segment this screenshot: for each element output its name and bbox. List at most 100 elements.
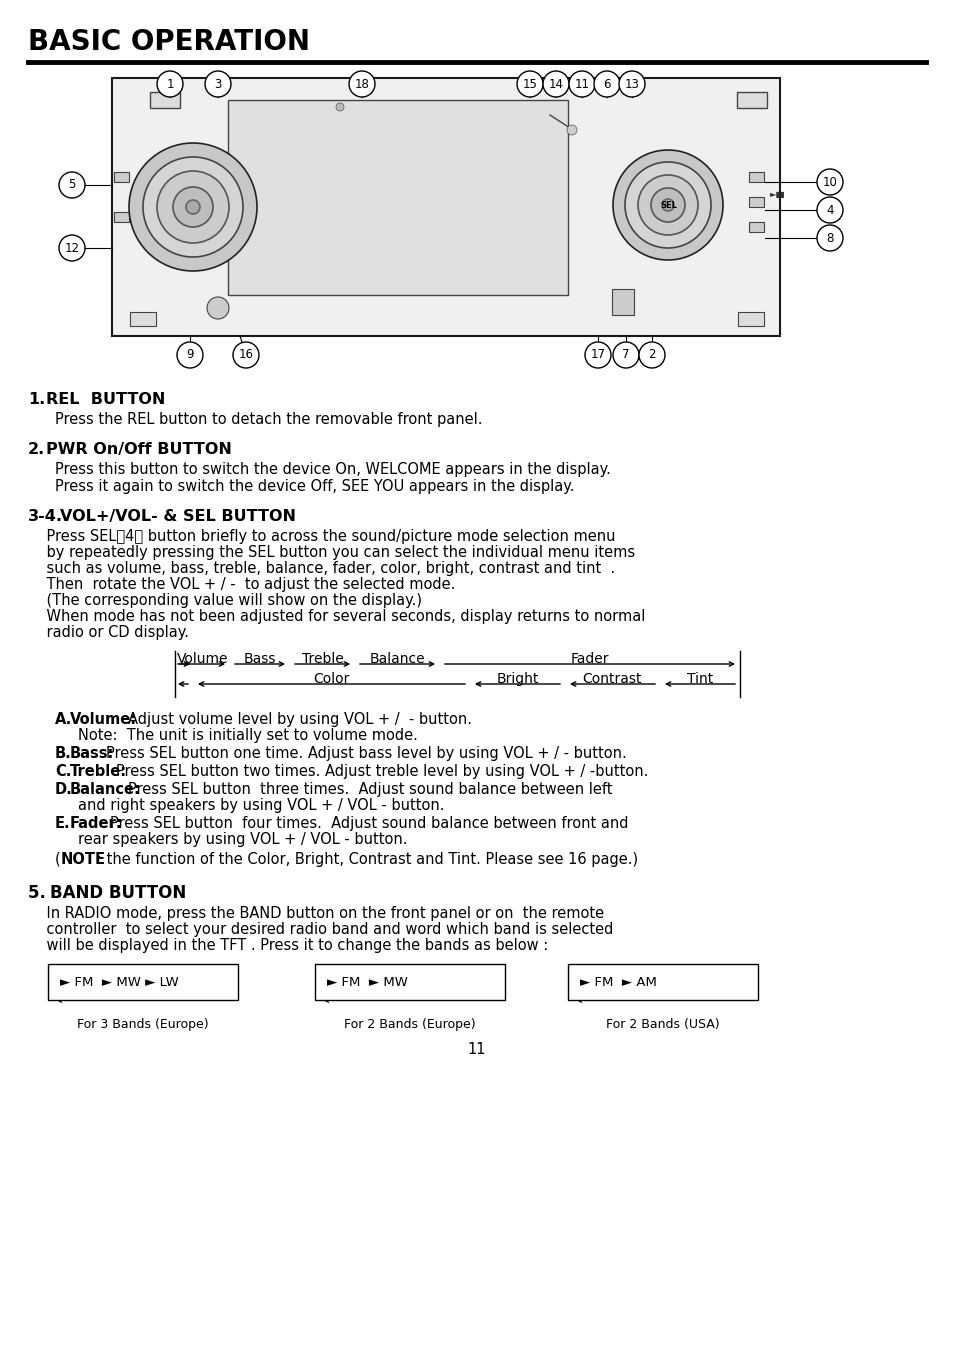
Text: SEL: SEL — [659, 200, 677, 210]
Text: 17: 17 — [590, 349, 605, 361]
Circle shape — [661, 199, 673, 211]
Text: Note:  The unit is initially set to volume mode.: Note: The unit is initially set to volum… — [78, 727, 417, 744]
Text: 15: 15 — [522, 77, 537, 91]
Bar — [748, 222, 763, 233]
Text: 5.: 5. — [28, 884, 51, 902]
Circle shape — [129, 143, 256, 270]
Text: controller  to select your desired radio band and word which band is selected: controller to select your desired radio … — [28, 922, 613, 937]
Text: 3-4.: 3-4. — [28, 508, 63, 525]
Text: Volume:: Volume: — [70, 713, 137, 727]
Text: Press this button to switch the device On, WELCOME appears in the display.: Press this button to switch the device O… — [55, 462, 610, 477]
Text: PWR On/Off BUTTON: PWR On/Off BUTTON — [46, 442, 232, 457]
Text: Volume: Volume — [176, 652, 228, 667]
Bar — [612, 289, 634, 315]
Circle shape — [335, 103, 344, 111]
Text: 2.: 2. — [28, 442, 45, 457]
Bar — [738, 312, 763, 326]
Text: NOTE: NOTE — [61, 852, 106, 867]
Circle shape — [584, 342, 610, 368]
Text: Press SEL button two times. Adjust treble level by using VOL + / -button.: Press SEL button two times. Adjust trebl… — [116, 764, 648, 779]
Text: 7: 7 — [621, 349, 629, 361]
Text: For 2 Bands (USA): For 2 Bands (USA) — [605, 1018, 720, 1032]
Circle shape — [157, 170, 229, 243]
Text: ►▮▮: ►▮▮ — [769, 189, 785, 199]
Text: rear speakers by using VOL + / VOL - button.: rear speakers by using VOL + / VOL - but… — [78, 831, 407, 846]
Text: Press SEL button  three times.  Adjust sound balance between left: Press SEL button three times. Adjust sou… — [128, 781, 612, 796]
Text: (The corresponding value will show on the display.): (The corresponding value will show on th… — [28, 594, 421, 608]
Text: Then  rotate the VOL + / -  to adjust the selected mode.: Then rotate the VOL + / - to adjust the … — [28, 577, 455, 592]
Circle shape — [613, 342, 639, 368]
Circle shape — [650, 188, 684, 222]
Circle shape — [618, 72, 644, 97]
Text: Fader: Fader — [570, 652, 609, 667]
Text: 14: 14 — [548, 77, 563, 91]
Bar — [48, 964, 237, 1000]
Circle shape — [816, 224, 842, 251]
Circle shape — [816, 169, 842, 195]
Bar — [748, 172, 763, 183]
Bar — [737, 92, 766, 108]
Text: Bright: Bright — [496, 672, 538, 685]
Circle shape — [594, 72, 619, 97]
Circle shape — [568, 72, 595, 97]
Circle shape — [639, 342, 664, 368]
Text: When mode has not been adjusted for several seconds, display returns to normal: When mode has not been adjusted for seve… — [28, 608, 644, 625]
Circle shape — [59, 235, 85, 261]
Bar — [228, 100, 567, 295]
Text: 18: 18 — [355, 77, 369, 91]
Text: Press it again to switch the device Off, SEE YOU appears in the display.: Press it again to switch the device Off,… — [55, 479, 574, 493]
Text: For 3 Bands (Europe): For 3 Bands (Europe) — [77, 1018, 209, 1032]
Bar — [113, 212, 129, 222]
Text: D.: D. — [55, 781, 72, 796]
Text: Press SEL（4） button briefly to across the sound/picture mode selection menu: Press SEL（4） button briefly to across th… — [28, 529, 615, 544]
Text: ► FM  ► AM: ► FM ► AM — [579, 976, 657, 988]
Text: For 2 Bands (Europe): For 2 Bands (Europe) — [344, 1018, 476, 1032]
Text: In RADIO mode, press the BAND button on the front panel or on  the remote: In RADIO mode, press the BAND button on … — [28, 906, 603, 921]
Text: Balance:: Balance: — [70, 781, 141, 796]
Text: radio or CD display.: radio or CD display. — [28, 625, 189, 639]
Text: 5: 5 — [69, 178, 75, 192]
Text: ► FM  ► MW ► LW: ► FM ► MW ► LW — [60, 976, 178, 988]
Circle shape — [566, 124, 577, 135]
Text: BASIC OPERATION: BASIC OPERATION — [28, 28, 310, 55]
Text: 9: 9 — [186, 349, 193, 361]
Bar — [130, 312, 156, 326]
Text: 8: 8 — [825, 231, 833, 245]
Circle shape — [638, 174, 698, 235]
Text: Adjust volume level by using VOL + /  - button.: Adjust volume level by using VOL + / - b… — [128, 713, 472, 727]
Text: 1: 1 — [166, 77, 173, 91]
Bar — [150, 92, 180, 108]
Text: 12: 12 — [65, 242, 79, 254]
Bar — [113, 172, 129, 183]
Bar — [314, 964, 504, 1000]
Circle shape — [207, 297, 229, 319]
Text: 3: 3 — [214, 77, 221, 91]
Text: Fader:: Fader: — [70, 817, 123, 831]
Text: 6: 6 — [602, 77, 610, 91]
Text: ► FM  ► MW: ► FM ► MW — [327, 976, 408, 988]
Text: 16: 16 — [238, 349, 253, 361]
Text: Color: Color — [313, 672, 350, 685]
Circle shape — [613, 150, 722, 260]
Text: VOL+/VOL- & SEL BUTTON: VOL+/VOL- & SEL BUTTON — [60, 508, 295, 525]
Bar — [567, 964, 758, 1000]
Text: 1.: 1. — [28, 392, 45, 407]
Circle shape — [517, 72, 542, 97]
Circle shape — [205, 72, 231, 97]
Circle shape — [233, 342, 258, 368]
Text: B.: B. — [55, 746, 71, 761]
Text: : the function of the Color, Bright, Contrast and Tint. Please see 16 page.): : the function of the Color, Bright, Con… — [97, 852, 638, 867]
Circle shape — [157, 72, 183, 97]
Text: Treble: Treble — [301, 652, 343, 667]
Text: Press the REL button to detach the removable front panel.: Press the REL button to detach the remov… — [55, 412, 482, 427]
Circle shape — [172, 187, 213, 227]
Circle shape — [816, 197, 842, 223]
Text: such as volume, bass, treble, balance, fader, color, bright, contrast and tint  : such as volume, bass, treble, balance, f… — [28, 561, 615, 576]
Circle shape — [143, 157, 243, 257]
Bar — [112, 78, 780, 337]
Circle shape — [624, 162, 710, 247]
Circle shape — [186, 200, 200, 214]
Circle shape — [59, 172, 85, 197]
Text: A.: A. — [55, 713, 72, 727]
Circle shape — [542, 72, 568, 97]
